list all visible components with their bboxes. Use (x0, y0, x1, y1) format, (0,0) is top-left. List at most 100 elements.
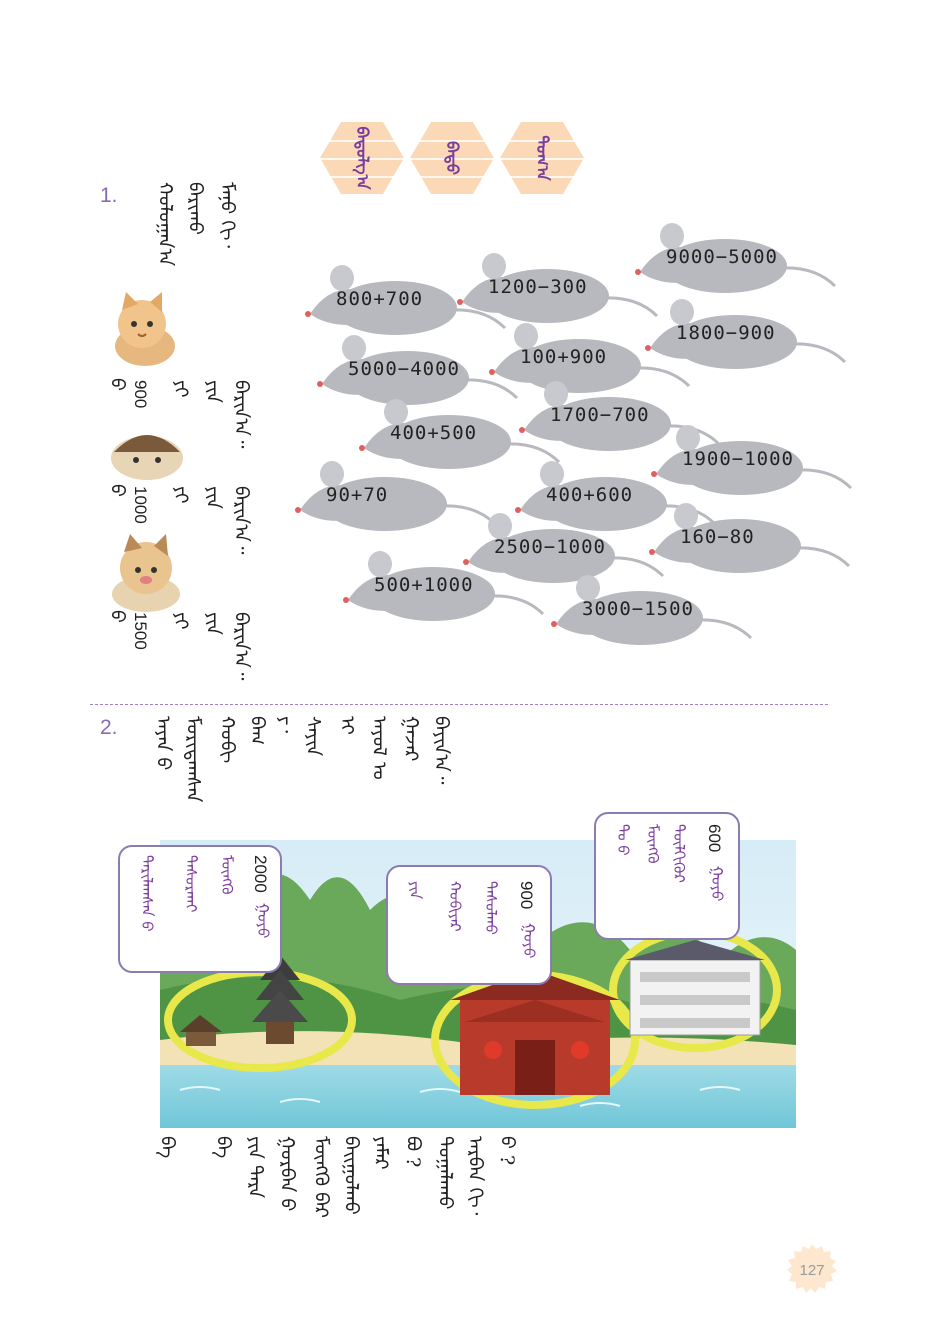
cat-1-label-d: ᠪᠠᠷᠢᠨ᠎ᠠ᠃ (230, 380, 252, 449)
mouse-2: 800+700 (300, 258, 510, 338)
q2-bottom-line-2: ᠠᠷᠪᠠᠨ ᠬᠢ᠂ (464, 1136, 486, 1216)
mouse-body-11 (515, 461, 717, 531)
mouse-1: 9000−5000 (630, 216, 840, 296)
mouse-expression-13: 2500−1000 (494, 536, 606, 558)
q2-line-8: ᠠᠶᠤᠯ ᠤ (368, 716, 390, 780)
q2-line-6: ᠰᠠᠶᠢᠨ (302, 716, 324, 757)
q2-bottom-line-9: ᠶᠢᠨ ᠲᠡᠷᠡ (244, 1136, 266, 1199)
title-word-1: ᠪᠠᠳᠤᠯᠭ᠎ᠠ (353, 126, 372, 190)
mouse-body-9 (651, 425, 853, 495)
mouse-expression-6: 100+900 (520, 346, 608, 368)
cat-3-number: 1500 (131, 612, 150, 650)
mouse-body-13 (463, 513, 665, 583)
q2-line-1: ᠠᠶᠠᠨ ᠪ (152, 716, 174, 771)
mouse-body-3 (457, 253, 659, 323)
page-number: 127 (799, 1262, 824, 1279)
mouse-body-6 (489, 323, 691, 393)
cat-2-label-b: ᠶᠢ (170, 486, 192, 504)
cat-2-label-d: ᠪᠠᠷᠢᠨ᠎ᠠ᠃ (230, 486, 252, 555)
mouse-7: 1700−700 (514, 374, 724, 454)
mouse-9: 1900−1000 (646, 418, 856, 498)
bubble-1-line-3: ᠮᠥᠩᠭᠦ (644, 824, 662, 864)
mouse-body-15 (551, 575, 753, 645)
mouse-8: 400+500 (354, 392, 564, 472)
page-number-badge: 127 (787, 1244, 837, 1293)
cat-3-label-d: ᠪᠠᠷᠢᠨ᠎ᠠ᠃ (230, 612, 252, 681)
bubble-2-line-3: ᠬᠤᠪᠢᠶᠠᠷ (446, 881, 464, 932)
mouse-5: 5000−4000 (312, 328, 522, 408)
question-1-number: 1. (100, 184, 118, 207)
bubble-3-line-1: ᠭᠤᠶᠤ (254, 903, 272, 939)
title-hex-1: ᠪᠠᠳᠤᠯᠭ᠎ᠠ (320, 122, 404, 194)
q2-bottom-line-extra: ᠪᠠ (156, 1136, 178, 1159)
cat-1-number: 900 (131, 380, 150, 409)
q2-bottom-line-4: ᠪᠣ ? (402, 1136, 424, 1168)
info-bubble-2: 900 ᠭᠤᠶᠤ ᠲᠠᠰᠤᠯᠬᠤ ᠬᠤᠪᠢᠶᠠᠷ ᠶᠢᠨ (386, 865, 552, 985)
cat-illustration-3 (112, 534, 180, 612)
bubble-1-line-2: ᠲᠦᠯᠬᠢᠭᠦᠷ (670, 824, 688, 883)
mouse-body-5 (317, 335, 519, 405)
q2-line-3: ᠬᠤᠪᠢ (216, 716, 238, 764)
mouse-14: 500+1000 (338, 544, 548, 624)
q2-bottom-line-7: ᠮᠥᠩᠭᠦ ᠪᠡᠷ (310, 1136, 332, 1219)
q2-bottom-line-8: ᠭᠤᠷᠪᠠᠨ ᠪ (276, 1136, 298, 1212)
q2-bottom-line-5: ᠶᠠᠮᠠᠷ (370, 1136, 392, 1170)
mouse-body-8 (359, 399, 561, 469)
mouse-expression-2: 800+700 (336, 288, 424, 310)
mouse-13: 2500−1000 (458, 506, 668, 586)
q2-bottom-line-3: ᠲᠤᠭᠠᠯᠠᠬᠤ (434, 1136, 456, 1210)
mouse-body-1 (635, 223, 837, 293)
mouse-12: 160−80 (644, 496, 854, 576)
mouse-expression-9: 1900−1000 (682, 448, 794, 470)
title-word-2: ᠪᠠᠲᠤ (443, 141, 462, 175)
cat-1-label-b: ᠶᠢ (170, 380, 192, 398)
bubble-3-line-2: ᠮᠥᠩᠭᠦ (218, 855, 236, 895)
mouse-expression-4: 1800−900 (676, 322, 776, 344)
title-word-3: ᠲᠣᠭ᠎ᠠ (533, 135, 552, 181)
cat-3-label-b: ᠶᠢ (170, 612, 192, 630)
mouse-3: 1200−300 (452, 246, 662, 326)
q2-line-2: ᠮᠣᠷᠢᠲᠠᠭᠰᠠᠨ (182, 716, 204, 803)
cat-3-label-a: ᠪ (106, 610, 128, 623)
bubble-3-line-4: ᠲᠠᠷᠢᠯᠠᠭᠰᠠᠨ ᠪ (138, 855, 156, 932)
mouse-expression-12: 160−80 (680, 526, 755, 548)
mouse-body-7 (519, 381, 721, 451)
q1-instruction-3: ᠮᠠᠨᠤ ᠬᠢ᠂ (216, 182, 238, 249)
q2-bottom-line-1: ᠪ ? (496, 1136, 518, 1166)
q2-line-4: ᠪᠠᠭ (246, 716, 268, 745)
bubble-2-line-4: ᠶᠢᠨ (406, 881, 424, 900)
info-bubble-1: 600 ᠭᠤᠶᠤ ᠲᠦᠯᠬᠢᠭᠦᠷ ᠮᠥᠩᠭᠦ ᠲᠤ ᠪ (594, 812, 740, 940)
q2-line-5: ᠶ᠂ (274, 716, 296, 734)
mouse-body-4 (645, 299, 847, 369)
mouse-body-10 (295, 461, 497, 531)
mouse-expression-1: 9000−5000 (666, 246, 778, 268)
cat-1-label-a: ᠪ (106, 378, 128, 391)
mouse-body-2 (305, 265, 507, 335)
cat-2-label-a: ᠪ (106, 484, 128, 497)
mouse-10: 90+70 (290, 454, 500, 534)
info-bubble-3: 2000 ᠭᠤᠶᠤ ᠮᠥᠩᠭᠦ ᠲᠠᠰᠤᠷᠬᠠᠢ ᠲᠠᠷᠢᠯᠠᠭᠰᠠᠨ ᠪ (118, 845, 282, 973)
bubble-2-line-1: ᠭᠤᠶᠤ (520, 923, 538, 959)
mouse-expression-11: 400+600 (546, 484, 634, 506)
mouse-expression-10: 90+70 (326, 484, 389, 506)
cat-1-label-c: ᠶᠢᠨ (202, 380, 224, 403)
cat-illustration-1 (115, 292, 175, 366)
cat-illustration-2 (111, 435, 183, 480)
q2-line-7: ᠢ (336, 716, 358, 735)
mouse-11: 400+600 (510, 454, 720, 534)
title-hex-3: ᠲᠣᠭ᠎ᠠ (500, 122, 584, 194)
cat-2-label-c: ᠶᠢᠨ (202, 486, 224, 509)
bubble-3-number: 2000 (251, 855, 270, 893)
bubble-2-line-2: ᠲᠠᠰᠤᠯᠬᠤ (482, 881, 500, 935)
title-hex-2: ᠪᠠᠲᠤ (410, 122, 494, 194)
mouse-expression-8: 400+500 (390, 422, 478, 444)
bubble-1-line-1: ᠭᠤᠶᠤ (708, 866, 726, 902)
section-divider (90, 704, 828, 705)
mouse-body-14 (343, 551, 545, 621)
mouse-15: 3000−1500 (546, 568, 756, 648)
mouse-expression-3: 1200−300 (488, 276, 588, 298)
q2-bottom-line-10: ᠪᠠ (212, 1136, 234, 1159)
q2-line-10: ᠪᠠᠶᠢᠨ᠎ᠠ᠃ (430, 716, 452, 785)
mouse-body-12 (649, 503, 851, 573)
cat-3-label-c: ᠶᠢᠨ (202, 612, 224, 635)
